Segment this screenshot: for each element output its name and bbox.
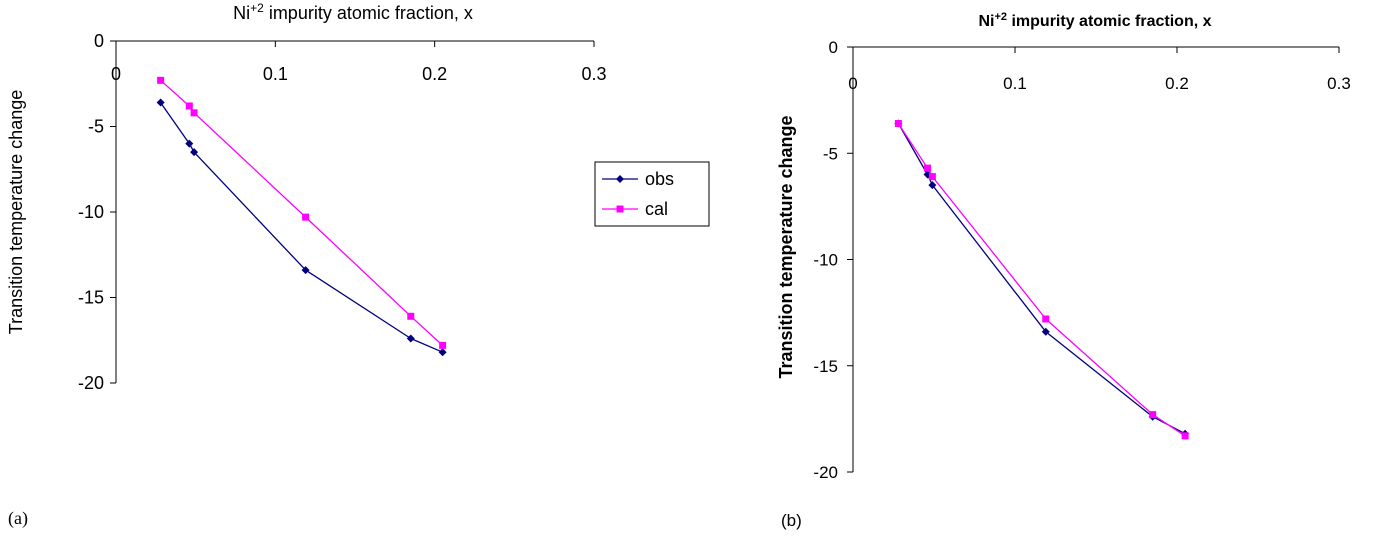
chart-b-series-1-point [928,181,937,190]
chart-b-series-2-line [897,123,1186,437]
chart-b-series-2-point [1149,411,1157,419]
legend-obs-label: obs [645,169,674,189]
chart-a-obs-point [156,98,165,107]
chart-b-y-axis-label: Transition temperature change [776,115,796,378]
chart-a-obs-point [406,334,415,343]
chart-b-y-tick-label: 0 [829,38,838,57]
chart-a-cal-line [160,79,444,346]
chart-a-obs-point [185,139,194,148]
chart-b-series-1-point [1041,327,1050,336]
chart-a-y-tick-label: 0 [94,31,104,51]
chart-b-x-tick-label: 0.2 [1165,74,1189,93]
chart-b-series-1-line [897,123,1186,435]
chart-a-legend-box [594,161,710,227]
chart-a-x-tick-label: 0.3 [581,64,606,84]
chart-b-x-tick-label: 0.3 [1327,74,1351,93]
chart-a-cal-point [302,213,310,221]
chart-a-y-tick-label: -10 [78,202,104,222]
chart-a-x-tick-label: 0 [111,64,121,84]
chart-a-y-tick-label: -20 [78,373,104,393]
chart-a-title: Ni+2 impurity atomic fraction, x [233,1,473,23]
chart-b-x-tick-label: 0 [848,74,857,93]
chart-a-cal-point [190,109,198,117]
legend-obs-marker [616,175,624,183]
chart-b-title: Ni+2 impurity atomic fraction, x [978,11,1211,30]
chart-b-y-tick-label: -10 [813,251,838,270]
chart-a-cal-point [157,76,165,84]
chart-b-x-tick-label: 0.1 [1003,74,1027,93]
chart-a-legend: obs cal [594,161,710,227]
chart-b-series-2-point [1181,432,1189,440]
chart-a-axes: 0 0.1 0.2 0.3 0 -5 -10 -15 -20 [78,31,607,393]
chart-a-plot-area [156,76,447,357]
chart-a-obs-point [190,148,199,157]
panel-a-label: (a) [8,508,28,529]
chart-a-obs-line [160,102,443,353]
chart-b-series-2-point [928,173,936,181]
chart-a-y-axis-label: Transition temperature change [6,90,26,334]
chart-a-y-tick-label: -5 [88,117,104,137]
chart-a-y-tick-label: -15 [78,288,104,308]
panel-b-label: (b) [781,511,802,530]
chart-b-y-tick-label: -15 [813,357,838,376]
chart-b-axes: 0 0.1 0.2 0.3 0 -5 -10 -15 -20 [813,38,1350,482]
chart-b-y-tick-label: -5 [823,144,838,163]
chart-a-obs-point [301,266,310,275]
chart-b-y-tick-label: -20 [813,463,838,482]
legend-cal-marker [616,205,624,213]
chart-b-plot-area [894,119,1190,440]
chart-panel-a: Ni+2 impurity atomic fraction, x Transit… [6,1,710,529]
chart-a-x-tick-label: 0.2 [422,64,447,84]
chart-b-series-2-point [924,164,932,172]
chart-a-cal-point [407,312,415,320]
chart-a-cal-point [439,341,447,349]
chart-panel-b: Ni+2 impurity atomic fraction, x Transit… [776,11,1351,530]
chart-b-series-2-point [1042,315,1050,323]
chart-a-cal-point [185,102,193,110]
chart-a-obs-point [438,348,447,357]
chart-a-x-tick-label: 0.1 [263,64,288,84]
legend-cal-label: cal [645,199,668,219]
chart-b-series-2-point [894,120,902,127]
